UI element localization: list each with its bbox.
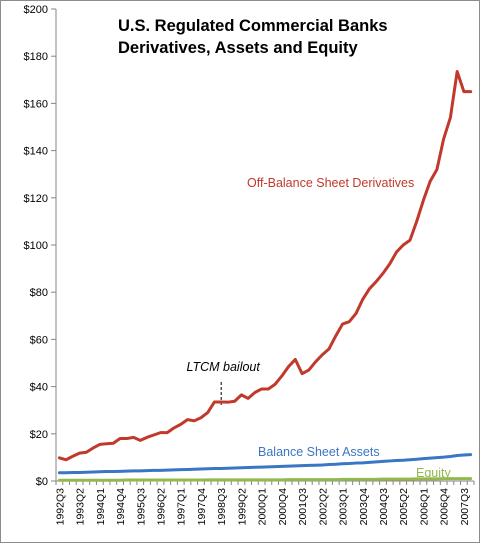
- series-label-balance-sheet-assets: Balance Sheet Assets: [258, 445, 380, 459]
- x-tick-label: 1997Q4: [196, 488, 208, 526]
- y-tick-label: $60: [30, 334, 48, 346]
- y-tick-label: $160: [24, 98, 48, 110]
- ltcm-annotation-label: LTCM bailout: [186, 360, 260, 374]
- chart-title-line-1: U.S. Regulated Commercial Banks: [118, 17, 388, 35]
- series-line-equity: [57, 477, 473, 482]
- series-line-balance-sheet-assets: [57, 453, 473, 475]
- x-tick-label: 2006Q1: [418, 488, 430, 526]
- x-tick-label: 1993Q2: [75, 488, 87, 526]
- y-tick-label: $0: [36, 476, 48, 488]
- y-tick-label: $40: [30, 382, 48, 394]
- x-tick-label: 1992Q3: [54, 488, 66, 526]
- x-tick-label: 2005Q2: [398, 488, 410, 526]
- x-tick-label: 1996Q2: [156, 488, 168, 526]
- series-line-off-balance-sheet-derivatives: [57, 70, 473, 462]
- x-tick-label: 1997Q1: [176, 488, 188, 526]
- y-tick-label: $20: [30, 429, 48, 441]
- series-label-equity: Equity: [416, 466, 451, 480]
- x-tick-label: 2007Q3: [459, 488, 471, 526]
- series-label-off-balance-sheet-derivatives: Off-Balance Sheet Derivatives: [247, 176, 414, 190]
- chart-title-line-2: Derivatives, Assets and Equity: [118, 39, 358, 57]
- y-tick-label: $80: [30, 287, 48, 299]
- x-tick-label: 2003Q4: [358, 488, 370, 526]
- x-tick-label: 1994Q1: [95, 488, 107, 526]
- x-tick-label: 2004Q3: [378, 488, 390, 526]
- y-tick-label: $180: [24, 51, 48, 63]
- y-tick-label: $140: [24, 146, 48, 158]
- x-tick-label: 1995Q3: [135, 488, 147, 526]
- y-tick-label: $120: [24, 193, 48, 205]
- x-tick-label: 2001Q3: [297, 488, 309, 526]
- x-tick-label: 1999Q2: [236, 488, 248, 526]
- x-tick-label: 2006Q4: [439, 488, 451, 526]
- x-tick-label: 2000Q4: [277, 488, 289, 526]
- x-tick-label: 2002Q2: [317, 488, 329, 526]
- x-tick-label: 2003Q1: [338, 488, 350, 526]
- x-tick-label: 1998Q3: [216, 488, 228, 526]
- x-tick-label: 1994Q4: [115, 488, 127, 526]
- x-tick-label: 2000Q1: [257, 488, 269, 526]
- y-tick-label: $100: [24, 240, 48, 252]
- y-tick-label: $200: [24, 4, 48, 16]
